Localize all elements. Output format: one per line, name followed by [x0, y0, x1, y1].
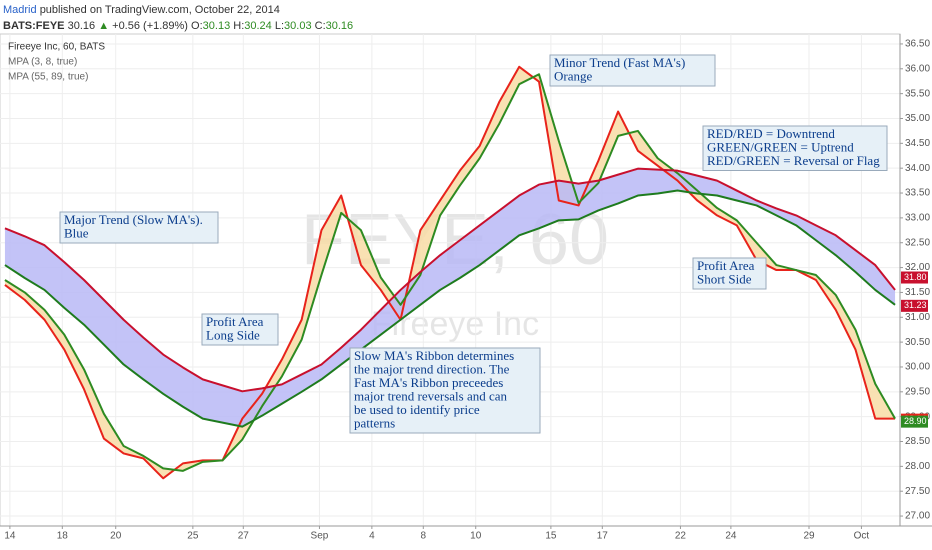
y-tick-label: 34.50: [905, 138, 930, 149]
annotation-box: [549, 54, 716, 87]
ohlc-value: 30.03: [284, 20, 312, 32]
y-tick-label: 27.00: [905, 511, 930, 522]
y-tick-label: 28.50: [905, 436, 930, 447]
annotation-box: [201, 313, 279, 346]
annotation-text: Profit Area: [697, 258, 755, 273]
price-tag: [901, 415, 928, 428]
annotation-text: be used to identify price: [354, 402, 480, 417]
annotation-text: Slow MA's Ribbon determines: [354, 348, 514, 363]
legend-entry: MPA (55, 89, true): [8, 72, 88, 83]
plot: [4, 65, 896, 480]
annotation-text: patterns: [354, 415, 395, 430]
annotation-box: [349, 347, 541, 434]
x-tick-label: 27: [238, 531, 250, 542]
x-tick-label: 22: [675, 531, 687, 542]
price-tag: [901, 271, 928, 284]
series-line: [4, 167, 896, 393]
x-tick-label: 8: [421, 531, 427, 542]
y-tick-label: 31.00: [905, 312, 930, 323]
author[interactable]: Madrid: [3, 4, 37, 16]
x-tick-label: 10: [470, 531, 482, 542]
price-tag-label: 31.80: [904, 272, 927, 282]
y-tick-label: 30.00: [905, 362, 930, 373]
ticker-line: BATS:FEYE 30.16 ▲ +0.56 (+1.89%) O:30.13…: [3, 18, 353, 34]
last: 30.16: [67, 20, 96, 32]
ohlc-label: C:: [314, 20, 326, 32]
ohlc-value: 30.24: [244, 20, 272, 32]
y-tick-label: 35.00: [905, 113, 930, 124]
symbol: BATS:FEYE: [3, 20, 65, 32]
legend-entry: MPA (3, 8, true): [8, 57, 77, 68]
ohlc-label: H:: [233, 20, 245, 32]
x-tick-label: 4: [369, 531, 375, 542]
series-line: [4, 189, 896, 428]
published: published on TradingView.com, October 22…: [39, 4, 280, 16]
price-tag-label: 31.23: [904, 300, 927, 310]
annotation-text: Minor Trend (Fast MA's): [554, 55, 685, 70]
annotation-text: Blue: [64, 225, 89, 240]
annotation-box: [59, 211, 219, 244]
x-tick-label: 18: [57, 531, 69, 542]
annotation-text: Major Trend (Slow MA's).: [64, 212, 203, 227]
annotation-text: Orange: [554, 68, 592, 83]
annotation-text: Long Side: [206, 327, 260, 342]
y-tick-label: 31.50: [905, 287, 930, 298]
series-line: [4, 65, 896, 480]
legend-entry: Fireeye Inc, 60, BATS: [8, 42, 105, 53]
annotation-text: the major trend direction. The: [354, 361, 510, 376]
annotation-text: RED/RED = Downtrend: [707, 126, 835, 141]
publish-line: Madrid published on TradingView.com, Oct…: [3, 2, 353, 18]
annotation-text: major trend reversals and can: [354, 388, 508, 403]
y-tick-label: 34.00: [905, 163, 930, 174]
series-line: [4, 73, 896, 472]
x-tick-label: 25: [187, 531, 199, 542]
change: +0.56 (+1.89%): [112, 20, 188, 32]
y-tick-label: 32.00: [905, 262, 930, 273]
y-tick-label: 27.50: [905, 486, 930, 497]
y-tick-label: 33.50: [905, 188, 930, 199]
annotation-text: Fast MA's Ribbon preceedes: [354, 375, 503, 390]
y-tick-label: 30.50: [905, 337, 930, 348]
annotation-box: [692, 257, 767, 290]
y-tick-label: 32.50: [905, 237, 930, 248]
x-tick-label: 14: [4, 531, 16, 542]
x-tick-label: 24: [725, 531, 737, 542]
y-tick-label: 29.50: [905, 386, 930, 397]
ohlc-value: 30.16: [325, 20, 354, 32]
y-tick-label: 33.00: [905, 213, 930, 224]
y-tick-label: 28.00: [905, 461, 930, 472]
x-tick-label: 15: [545, 531, 557, 542]
annotation-text: Profit Area: [206, 314, 264, 329]
annotation-text: GREEN/GREEN = Uptrend: [707, 139, 854, 154]
y-tick-label: 36.00: [905, 63, 930, 74]
header: Madrid published on TradingView.com, Oct…: [3, 2, 353, 34]
x-tick-label: 29: [803, 531, 815, 542]
x-tick-label: Sep: [311, 531, 329, 542]
annotation-box: [702, 125, 888, 171]
x-tick-label: Oct: [854, 531, 870, 542]
y-tick-label: 36.50: [905, 39, 930, 50]
ohlc-label: L:: [274, 20, 285, 32]
x-tick-label: 20: [110, 531, 122, 542]
annotation-text: Short Side: [697, 271, 752, 286]
ohlc-value: 30.13: [202, 20, 231, 32]
arrow: ▲: [98, 20, 110, 32]
price-tag: [901, 299, 928, 312]
annotation-text: RED/GREEN = Reversal or Flag: [707, 153, 880, 168]
y-tick-label: 35.50: [905, 88, 930, 99]
x-tick-label: 17: [597, 531, 609, 542]
ohlc-label: O:: [191, 20, 203, 32]
price-tag-label: 28.90: [904, 416, 927, 426]
